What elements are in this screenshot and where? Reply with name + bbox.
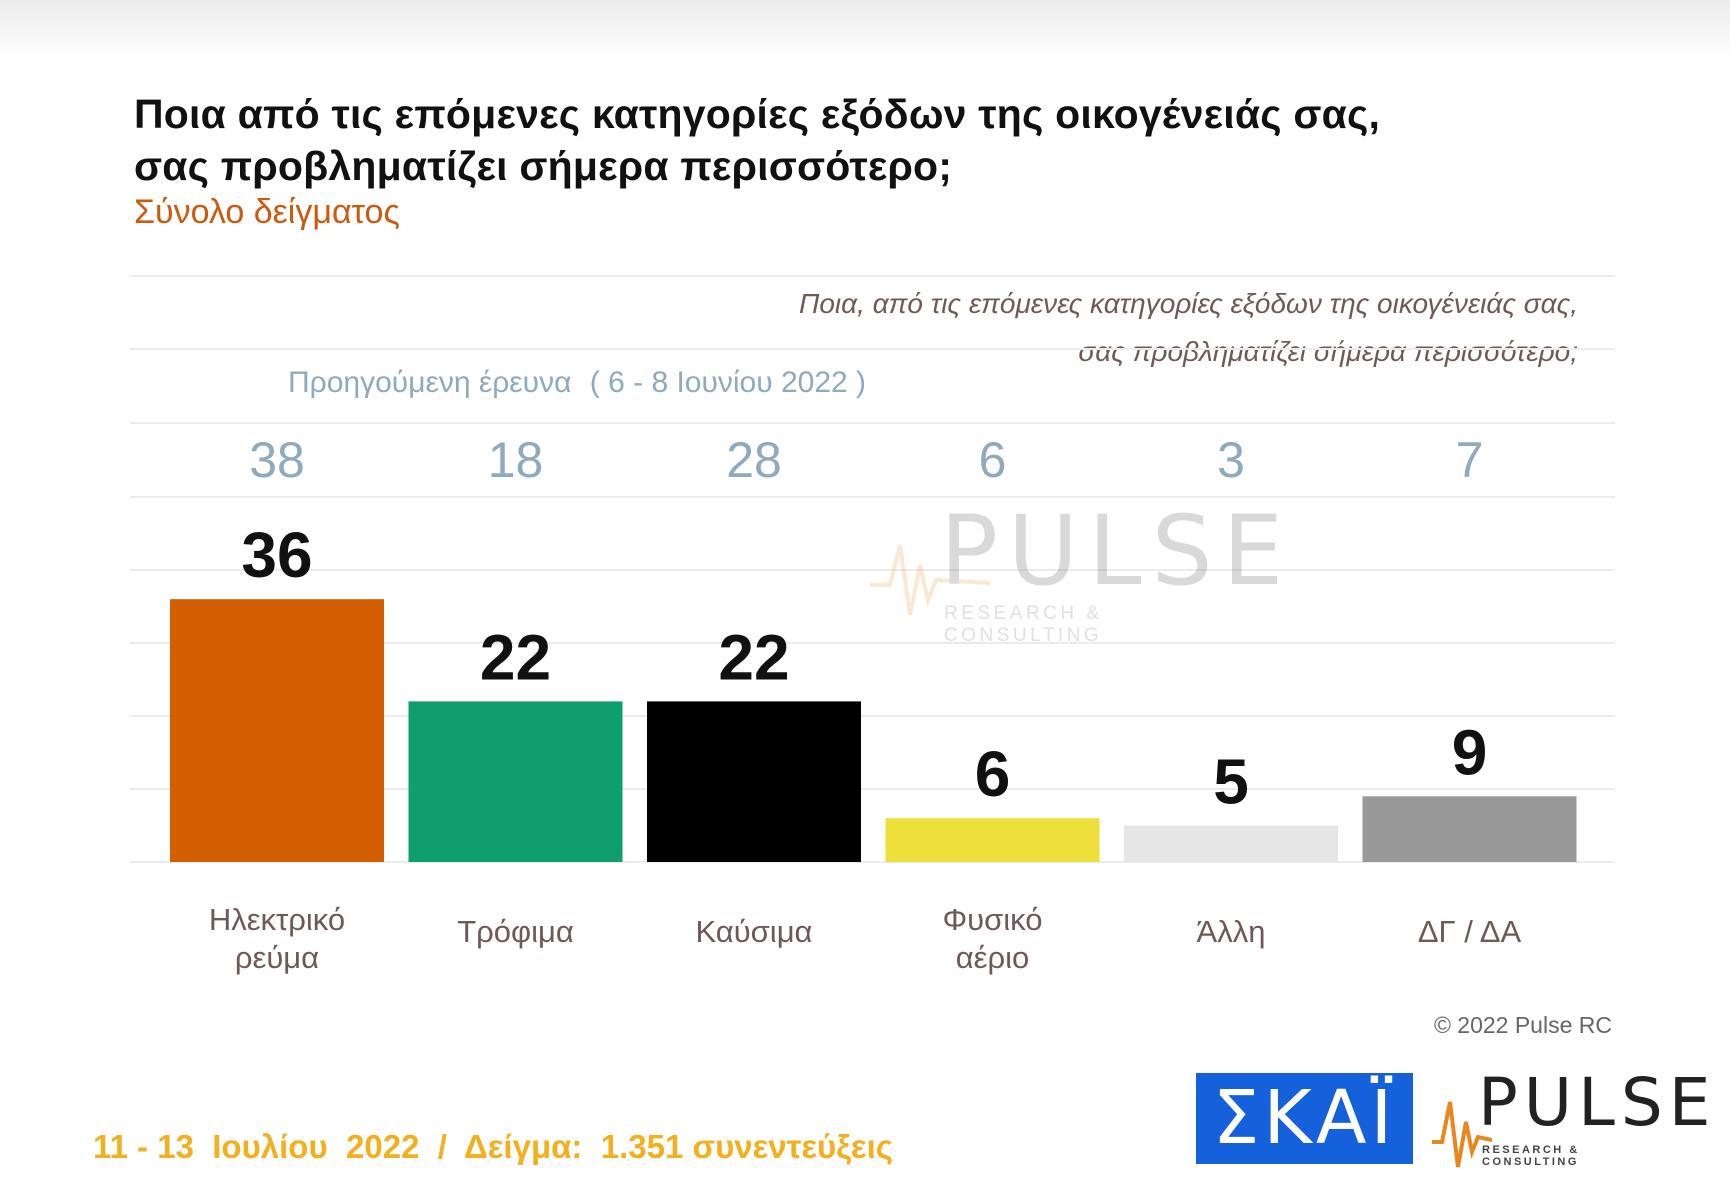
previous-value-label-5: 7 [1456, 432, 1484, 488]
pulse-line-icon [870, 544, 990, 616]
chart-title: Ποια από τις επόμενες κατηγορίες εξόδων … [134, 88, 1380, 192]
pulse-logo-word: PULSE [1478, 1064, 1717, 1141]
category-label-3-1: αέριο [956, 940, 1030, 975]
watermark-word: PULSE [940, 495, 1294, 607]
labels: 3638Ηλεκτρικόρεύμα2218Τρόφιμα2228Καύσιμα… [209, 432, 1522, 975]
value-label-4: 5 [1213, 746, 1249, 818]
chart-subtitle: Σύνολο δείγματος [134, 193, 400, 231]
pulse-logo-line-icon [1432, 1101, 1492, 1168]
bar-1 [408, 701, 623, 862]
category-label-4-0: Άλλη [1197, 914, 1266, 949]
value-label-1: 22 [480, 621, 551, 693]
survey-footer: 11 - 13 Ιουλίου 2022 / Δείγμα: 1.351 συν… [93, 1128, 893, 1165]
category-label-0-1: ρεύμα [235, 940, 319, 975]
category-label-0-0: Ηλεκτρικό [209, 902, 345, 937]
value-label-3: 6 [975, 738, 1011, 810]
value-label-5: 9 [1452, 716, 1488, 788]
bar-5 [1362, 796, 1577, 862]
category-label-2-0: Καύσιμα [696, 914, 813, 949]
category-label-1-0: Τρόφιμα [457, 914, 574, 949]
title-line-2: σας προβληματίζει σήμερα περισσότερο; [134, 143, 953, 189]
bar-3 [885, 818, 1100, 862]
previous-survey-text: Προηγούμενη έρευνα [288, 366, 572, 399]
question-line-2: σας προβληματίζει σήμερα περισσότερο; [1078, 336, 1578, 367]
value-label-2: 22 [718, 621, 789, 693]
previous-value-label-2: 28 [726, 432, 782, 488]
previous-value-label-0: 38 [249, 432, 305, 488]
category-label-5-0: ΔΓ / ΔΑ [1418, 914, 1522, 949]
skai-logo: ΣΚΑΪ [1196, 1073, 1413, 1164]
bars [170, 599, 1577, 862]
previous-value-label-4: 3 [1217, 432, 1245, 488]
pulse-logo-subtitle: RESEARCH & CONSULTING [1482, 1144, 1580, 1168]
bar-4 [1124, 825, 1338, 862]
previous-value-label-1: 18 [488, 432, 544, 488]
pulse-logo: PULSE RESEARCH & CONSULTING [1432, 1064, 1710, 1168]
copyright: © 2022 Pulse RC [1433, 1012, 1612, 1038]
previous-survey-dates: ( 6 - 8 Ιουνίου 2022 ) [589, 366, 867, 399]
previous-survey-label: Προηγούμενη έρευνα ( 6 - 8 Ιουνίου 2022 … [288, 366, 866, 400]
top-shadow-band [0, 0, 1730, 60]
watermark-subtitle: RESEARCH & CONSULTING [944, 603, 1103, 646]
question-text: Ποια, από τις επόμενες κατηγορίες εξόδων… [799, 280, 1578, 376]
value-label-0: 36 [241, 519, 312, 591]
category-label-3-0: Φυσικό [942, 902, 1042, 937]
title-line-1: Ποια από τις επόμενες κατηγορίες εξόδων … [134, 91, 1381, 137]
previous-value-label-3: 6 [979, 432, 1007, 488]
question-line-1: Ποια, από τις επόμενες κατηγορίες εξόδων… [799, 288, 1578, 319]
bar-0 [170, 599, 384, 862]
bar-2 [647, 701, 861, 862]
